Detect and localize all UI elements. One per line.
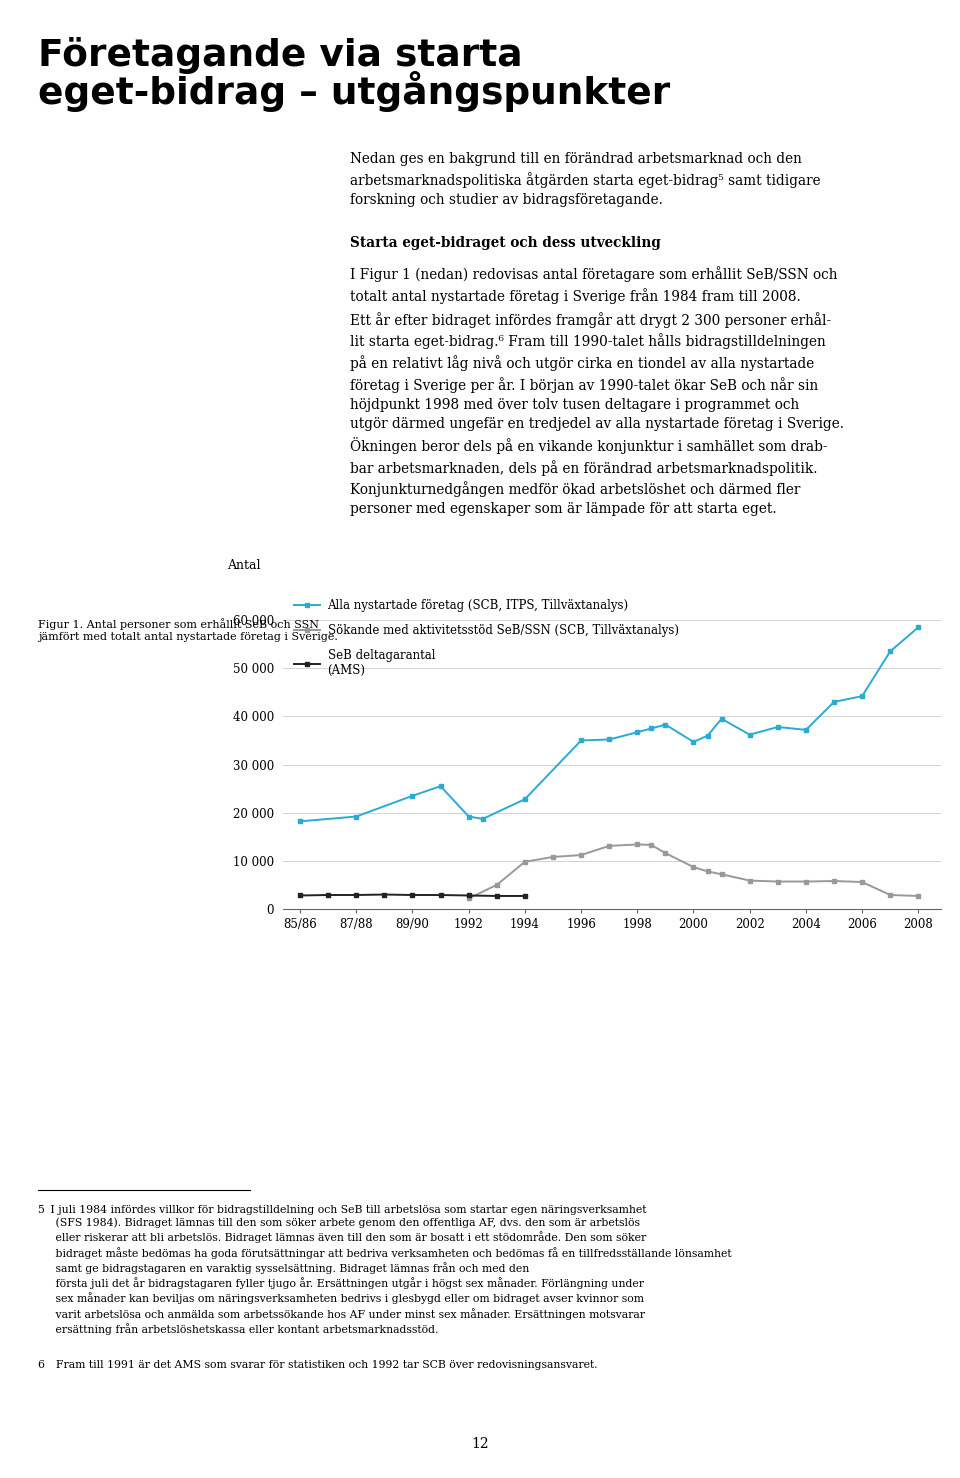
Text: 6 Fram till 1991 är det AMS som svarar för statistiken och 1992 tar SCB över red: 6 Fram till 1991 är det AMS som svarar f… bbox=[38, 1360, 598, 1370]
Text: Figur 1. Antal personer som erhållit SeB och SSN
jämfört med totalt antal nystar: Figur 1. Antal personer som erhållit SeB… bbox=[38, 618, 338, 641]
Text: Företagande via starta: Företagande via starta bbox=[38, 37, 523, 74]
Text: Starta eget-bidraget och dess utveckling: Starta eget-bidraget och dess utveckling bbox=[350, 236, 661, 250]
Legend: Alla nystartade företag (SCB, ITPS, Tillväxtanalys), Sökande med aktivitetsstöd : Alla nystartade företag (SCB, ITPS, Till… bbox=[290, 594, 684, 681]
Text: I Figur 1 (nedan) redovisas antal företagare som erhållit SeB/SSN och
totalt ant: I Figur 1 (nedan) redovisas antal företa… bbox=[350, 266, 838, 303]
Text: eget-bidrag – utgångspunkter: eget-bidrag – utgångspunkter bbox=[38, 71, 671, 112]
Text: Antal: Antal bbox=[228, 559, 261, 572]
Text: Ett år efter bidraget infördes framgår att drygt 2 300 personer erhål-
lit start: Ett år efter bidraget infördes framgår a… bbox=[350, 312, 845, 516]
Text: 5 I juli 1984 infördes villkor för bidragstilldelning och SeB till arbetslösa so: 5 I juli 1984 infördes villkor för bidra… bbox=[38, 1205, 732, 1335]
Text: Nedan ges en bakgrund till en förändrad arbetsmarknad och den
arbetsmarknadspoli: Nedan ges en bakgrund till en förändrad … bbox=[350, 152, 821, 207]
Text: 12: 12 bbox=[471, 1438, 489, 1451]
